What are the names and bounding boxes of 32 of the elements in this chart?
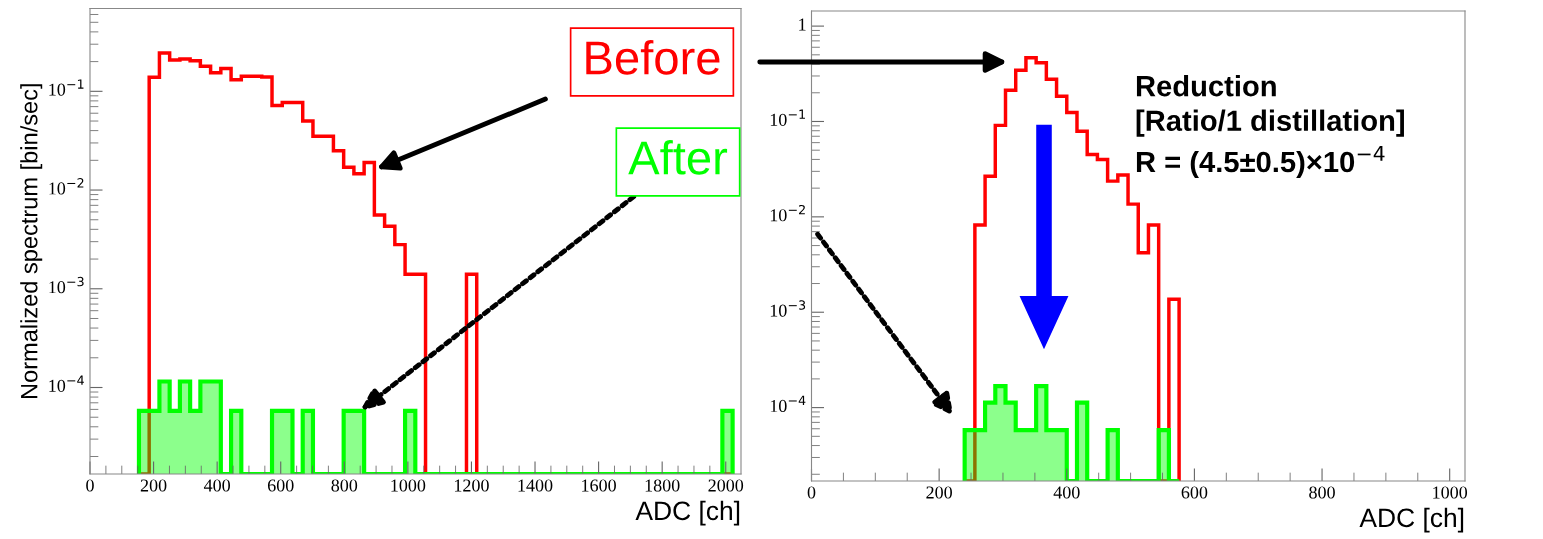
x-tick-label: 200	[926, 486, 952, 499]
y-tick-label: 10$^{−1}$	[770, 109, 805, 126]
x-tick-label: 0	[86, 479, 94, 492]
annotation: Reduction [Ratio/1 distillation] R = (4.5±0.5)×10$^{−4}$	[1136, 75, 1404, 179]
x-tick-label: 1600	[582, 479, 616, 492]
y-tick-label: 10$^{−2}$	[49, 178, 84, 195]
x-tick-label: 1400	[518, 479, 553, 492]
x-tick-label: 1200	[454, 479, 489, 492]
x-tick-label: 1000	[391, 479, 426, 492]
y-tick-label: 10$^{−3}$	[770, 300, 806, 317]
y-tick-label: 10$^{−3}$	[49, 276, 84, 294]
y-tick-label: 10$^{−1}$	[49, 79, 84, 96]
x-tick-label: 2000	[708, 479, 744, 492]
annotation: Before	[586, 40, 720, 75]
x-tick-label: 400	[1053, 486, 1080, 499]
y-tick-label: 10$^{−4}$	[49, 375, 84, 392]
x-tick-label: 1000	[1433, 486, 1468, 499]
y-tick-label: 1	[799, 18, 806, 31]
x-tick-label: 200	[140, 479, 167, 492]
x-tick-label: 800	[1309, 486, 1335, 499]
y-tick-label: 10$^{−2}$	[770, 204, 805, 222]
y-axis-title: Normalized spectrum [bin/sec]	[20, 84, 43, 399]
x-tick-label: 600	[267, 479, 294, 492]
x-tick-label: 400	[203, 479, 230, 492]
x-tick-label: 1800	[645, 479, 680, 492]
x-axis-title: ADC [ch]	[1359, 507, 1464, 533]
y-tick-label: 10$^{−4}$	[770, 395, 806, 413]
x-tick-label: 0	[807, 486, 816, 499]
x-tick-label: 600	[1181, 486, 1208, 499]
x-tick-label: 800	[331, 479, 358, 492]
annotation: After	[628, 140, 728, 175]
x-axis-title: ADC [ch]	[635, 500, 740, 526]
